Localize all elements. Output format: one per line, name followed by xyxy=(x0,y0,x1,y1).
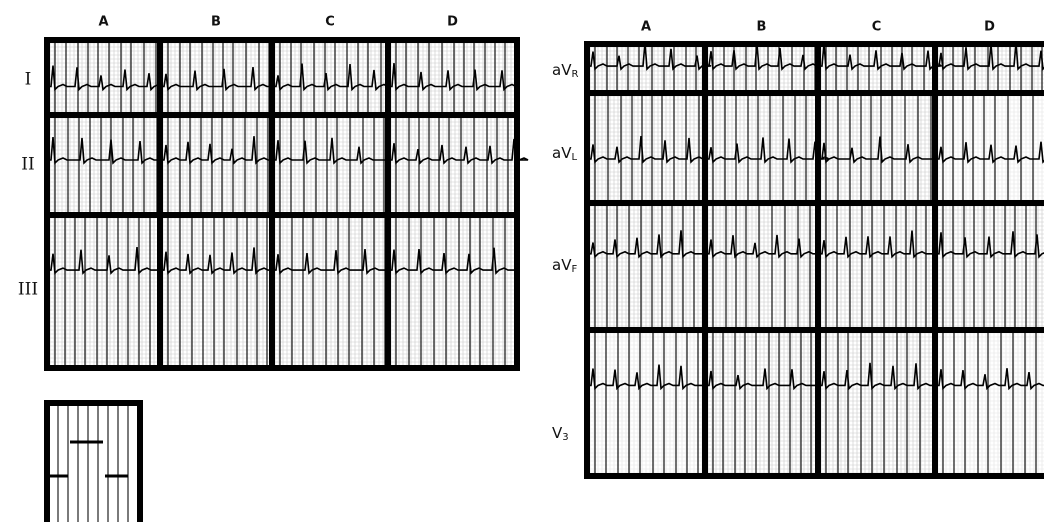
lead-label: III xyxy=(18,280,38,300)
lead-label-subscript: F xyxy=(571,264,577,275)
column-label: D xyxy=(447,15,458,30)
column-label: C xyxy=(872,20,882,35)
column-label: A xyxy=(98,15,108,30)
ecg-figure: ABCDIIIIIIABCDaVRaVLaVFV3 xyxy=(0,0,1044,522)
lead-label-subscript: L xyxy=(571,152,577,163)
lead-label-text: aV xyxy=(552,61,572,79)
lead-label-subscript: R xyxy=(571,69,578,80)
lead-label-text: aV xyxy=(552,256,572,274)
column-label: B xyxy=(757,20,767,35)
lead-label: I xyxy=(25,70,32,90)
column-label: C xyxy=(325,15,335,30)
column-label: A xyxy=(641,20,651,35)
column-label: D xyxy=(984,20,995,35)
lead-label-text: aV xyxy=(552,144,572,162)
lead-label-subscript: 3 xyxy=(562,432,568,443)
lead-label: II xyxy=(21,155,34,175)
column-label: B xyxy=(211,15,221,30)
